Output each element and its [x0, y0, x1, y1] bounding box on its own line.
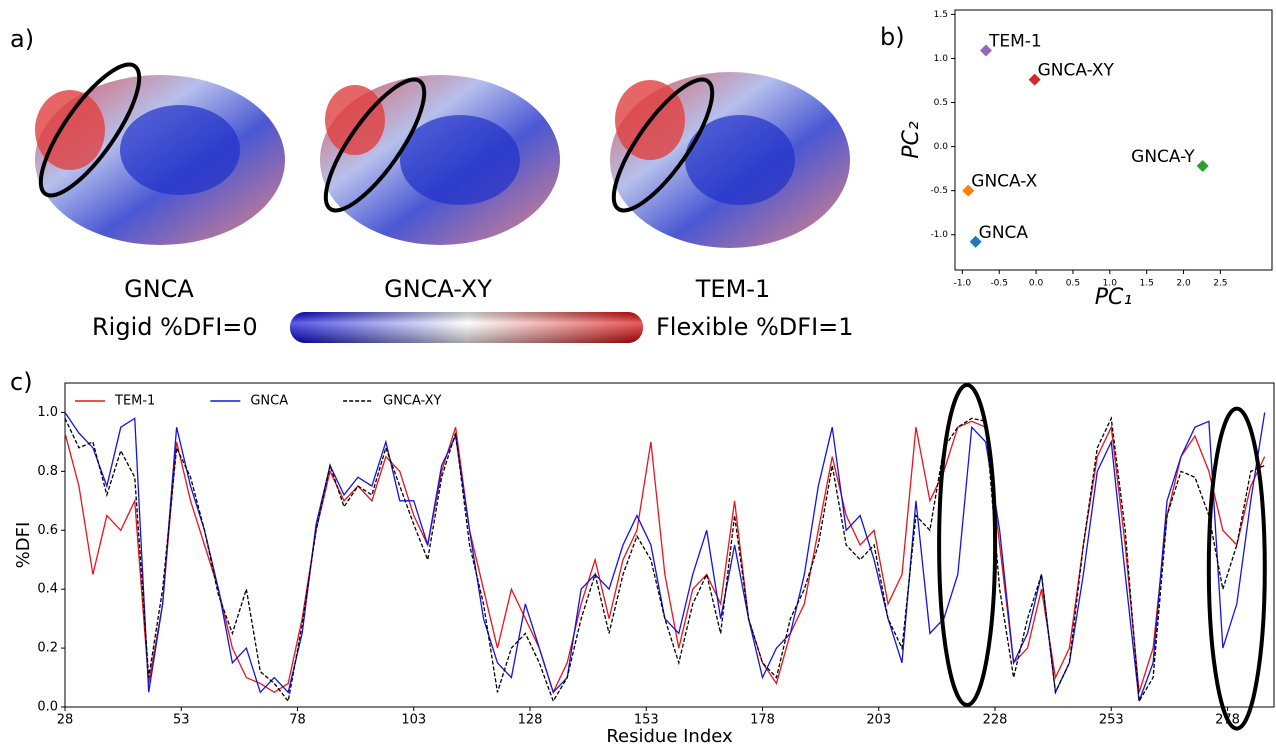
- y-tick-label: 0.5: [934, 98, 948, 108]
- legend-label: GNCA: [250, 394, 288, 409]
- y-tick-label: 1.0: [37, 405, 58, 420]
- protein-structures: [25, 52, 850, 248]
- colorbar-max-label: Flexible %DFI=1: [656, 313, 854, 341]
- structure-label: TEM-1: [695, 275, 770, 303]
- y-tick-label: 0.2: [37, 641, 58, 656]
- y-tick-label: 0.6: [37, 523, 58, 538]
- x-tick-label: 253: [1099, 713, 1124, 728]
- y-axis-label: PC₂: [899, 121, 924, 159]
- structure-label: GNCA: [124, 275, 194, 303]
- y-tick-label: 1.0: [934, 54, 949, 64]
- panel-label: c): [10, 368, 33, 396]
- y-tick-label: -0.5: [930, 186, 948, 196]
- colorbar: [290, 312, 643, 343]
- x-tick-label: 53: [173, 713, 190, 728]
- x-tick-label: 2.0: [1176, 279, 1191, 289]
- point-label: GNCA: [979, 223, 1029, 243]
- plot-frame: [65, 383, 1274, 707]
- x-tick-label: 1.5: [1140, 279, 1154, 289]
- x-tick-label: 178: [750, 713, 775, 728]
- data-line: [65, 412, 1265, 701]
- y-tick-label: -1.0: [930, 230, 948, 240]
- data-line: [65, 421, 1265, 692]
- x-tick-label: 203: [866, 713, 891, 728]
- y-axis-label: %DFI: [13, 522, 34, 569]
- x-tick-label: 0.5: [1066, 279, 1080, 289]
- y-tick-label: 0.8: [37, 464, 58, 479]
- x-tick-label: -0.5: [990, 279, 1008, 289]
- legend-label: GNCA-XY: [383, 394, 441, 409]
- point-label: GNCA-X: [971, 172, 1037, 192]
- y-tick-label: 0.0: [934, 142, 949, 152]
- annotation-ellipse: [1209, 409, 1265, 729]
- x-tick-label: 128: [518, 713, 543, 728]
- point-label: GNCA-XY: [1038, 61, 1115, 81]
- structure-label: GNCA-XY: [384, 275, 492, 303]
- x-tick-label: 0.0: [1029, 279, 1044, 289]
- scatter-point: [1197, 160, 1209, 172]
- y-tick-label: 1.5: [934, 10, 948, 20]
- panel-label: b): [880, 23, 905, 51]
- y-tick-label: 0.0: [37, 700, 58, 715]
- panel-label: a): [10, 25, 34, 53]
- point-label: TEM-1: [988, 32, 1042, 52]
- y-tick-label: 0.4: [37, 582, 58, 597]
- annotation-ellipse: [939, 385, 995, 705]
- x-tick-label: 2.5: [1213, 279, 1227, 289]
- x-tick-label: 78: [289, 713, 306, 728]
- figure: a) GNCA GNCA-XY TEM-1 Rigid %DFI=0 Flexi…: [0, 0, 1276, 745]
- x-tick-label: 228: [983, 713, 1008, 728]
- point-label: GNCA-Y: [1131, 147, 1195, 167]
- page: { "figure": { "panel_label": "a)", "stru…: [0, 0, 1276, 745]
- x-axis-label: PC₁: [1095, 285, 1132, 310]
- legend-label: TEM-1: [114, 394, 155, 409]
- x-tick-label: -1.0: [954, 279, 972, 289]
- x-tick-label: 103: [401, 713, 426, 728]
- x-axis-label: Residue Index: [606, 726, 733, 745]
- x-tick-label: 28: [57, 713, 74, 728]
- colorbar-min-label: Rigid %DFI=0: [92, 313, 258, 341]
